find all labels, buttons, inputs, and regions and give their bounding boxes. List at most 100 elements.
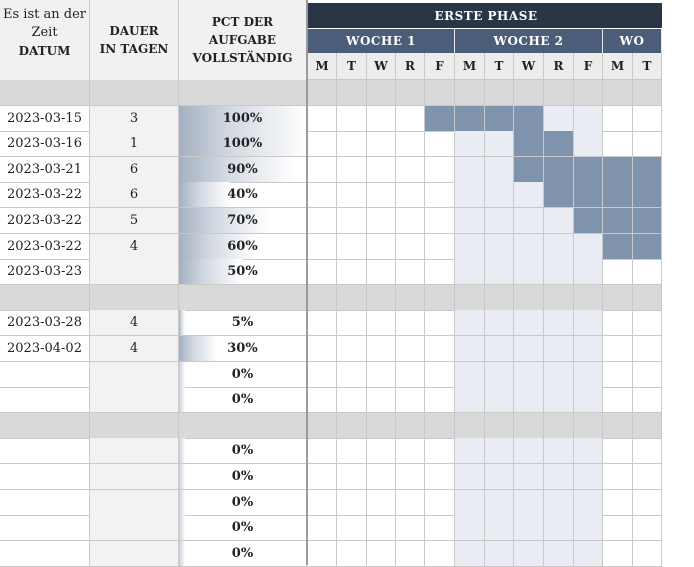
gantt-cell[interactable] [337,464,367,489]
gantt-cell[interactable] [514,489,544,515]
gantt-cell[interactable] [337,310,367,336]
gantt-cell[interactable] [603,131,633,157]
gantt-cell[interactable] [514,208,544,233]
gantt-cell[interactable] [485,336,514,361]
date-column-header[interactable]: Es ist an der Zeit DATUM [0,0,90,80]
gantt-cell[interactable] [514,80,544,105]
gantt-cell[interactable] [485,105,514,131]
date-cell[interactable] [0,284,90,310]
pct-column-header[interactable]: PCT DER AUFGABE VOLLSTÄNDIG [179,0,307,80]
gantt-cell[interactable] [574,259,603,285]
gantt-cell[interactable] [514,387,544,413]
duration-cell[interactable]: 6 [90,156,179,182]
pct-cell[interactable]: 60% [179,233,307,259]
date-cell[interactable] [0,80,90,105]
gantt-cell[interactable] [396,336,425,361]
gantt-cell[interactable] [337,233,367,259]
gantt-cell[interactable] [367,80,396,105]
gantt-cell[interactable] [367,361,396,387]
gantt-cell[interactable] [574,182,603,208]
gantt-cell[interactable] [633,182,662,208]
gantt-cell[interactable] [396,284,425,310]
gantt-cell[interactable] [633,156,662,182]
gantt-cell[interactable] [574,489,603,515]
day-header-1[interactable]: M [308,53,337,80]
gantt-cell[interactable] [574,284,603,310]
gantt-cell[interactable] [633,336,662,361]
gantt-cell[interactable] [574,412,603,438]
gantt-cell[interactable] [425,387,455,413]
duration-cell[interactable]: 5 [90,208,179,233]
gantt-cell[interactable] [544,105,574,131]
gantt-cell[interactable] [367,310,396,336]
pct-cell[interactable]: 30% [179,336,307,361]
date-cell[interactable] [0,489,90,515]
pct-cell[interactable]: 100% [179,105,307,131]
gantt-cell[interactable] [337,489,367,515]
gantt-cell[interactable] [514,361,544,387]
gantt-cell[interactable] [485,156,514,182]
gantt-cell[interactable] [514,438,544,464]
date-cell[interactable] [0,361,90,387]
gantt-cell[interactable] [633,464,662,489]
day-header-4[interactable]: R [396,53,425,80]
gantt-cell[interactable] [603,182,633,208]
gantt-cell[interactable] [425,464,455,489]
gantt-cell[interactable] [308,310,337,336]
duration-cell[interactable] [90,438,179,464]
gantt-cell[interactable] [633,412,662,438]
gantt-cell[interactable] [396,361,425,387]
gantt-cell[interactable] [603,310,633,336]
gantt-cell[interactable] [396,208,425,233]
duration-cell[interactable]: 1 [90,131,179,157]
pct-cell[interactable]: 40% [179,182,307,208]
duration-cell[interactable] [90,361,179,387]
gantt-cell[interactable] [337,259,367,285]
duration-cell[interactable] [90,387,179,413]
gantt-cell[interactable] [544,540,574,566]
gantt-cell[interactable] [603,540,633,566]
gantt-cell[interactable] [308,80,337,105]
date-cell[interactable] [0,515,90,541]
gantt-cell[interactable] [633,361,662,387]
gantt-cell[interactable] [455,182,485,208]
gantt-cell[interactable] [633,80,662,105]
gantt-cell[interactable] [544,284,574,310]
gantt-cell[interactable] [425,489,455,515]
gantt-cell[interactable] [455,515,485,541]
duration-cell[interactable] [90,284,179,310]
gantt-cell[interactable] [396,233,425,259]
gantt-cell[interactable] [633,540,662,566]
gantt-cell[interactable] [485,361,514,387]
gantt-cell[interactable] [603,361,633,387]
gantt-cell[interactable] [514,182,544,208]
gantt-cell[interactable] [633,131,662,157]
gantt-cell[interactable] [514,540,544,566]
gantt-cell[interactable] [396,412,425,438]
gantt-cell[interactable] [308,131,337,157]
gantt-cell[interactable] [396,515,425,541]
gantt-cell[interactable] [603,412,633,438]
gantt-cell[interactable] [308,105,337,131]
gantt-cell[interactable] [603,515,633,541]
gantt-cell[interactable] [485,284,514,310]
gantt-cell[interactable] [574,515,603,541]
gantt-cell[interactable] [633,515,662,541]
day-header-6[interactable]: M [455,53,485,80]
gantt-cell[interactable] [544,182,574,208]
gantt-cell[interactable] [544,131,574,157]
pct-cell[interactable]: 90% [179,156,307,182]
gantt-cell[interactable] [514,336,544,361]
gantt-cell[interactable] [514,515,544,541]
gantt-cell[interactable] [396,387,425,413]
gantt-cell[interactable] [337,131,367,157]
gantt-cell[interactable] [367,182,396,208]
gantt-cell[interactable] [544,361,574,387]
day-header-3[interactable]: W [367,53,396,80]
gantt-cell[interactable] [396,438,425,464]
gantt-cell[interactable] [544,336,574,361]
pct-cell[interactable]: 100% [179,131,307,157]
gantt-cell[interactable] [308,515,337,541]
gantt-cell[interactable] [337,80,367,105]
gantt-cell[interactable] [308,464,337,489]
